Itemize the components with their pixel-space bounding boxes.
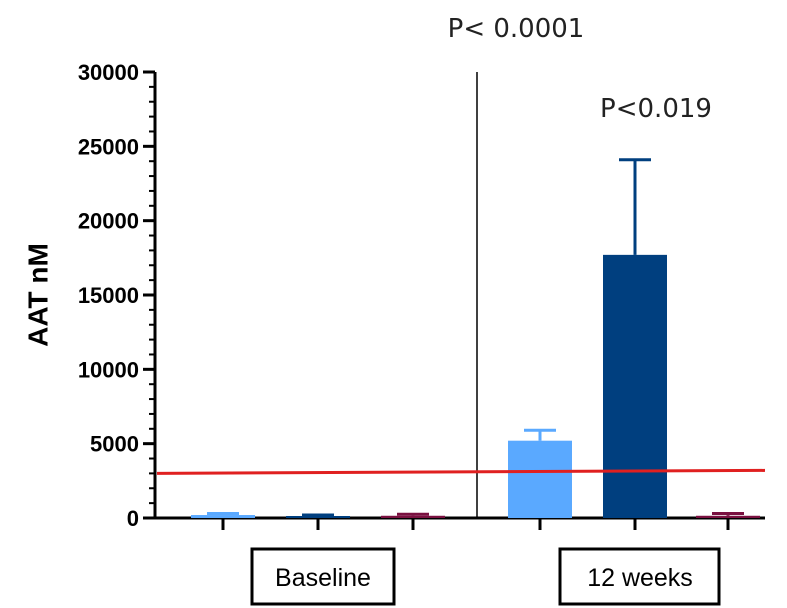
bar [508,440,572,518]
y-tick-label: 10000 [78,357,139,382]
reference-line [156,468,766,475]
p-value-annotation-overall: P< 0.0001 [448,14,585,44]
bar [603,254,667,519]
bar [696,515,760,518]
y-tick-label: 5000 [90,432,139,457]
category-box-12-weeks [558,547,721,606]
bar [286,516,350,518]
category-box-baseline [250,547,396,606]
y-axis-label: AAT nM [22,243,53,347]
category-label-baseline: Baseline [275,564,371,592]
axes-layer: 0 5000 10000 15000 20000 25000 30000 [78,60,765,531]
y-tick-label: 15000 [78,283,139,308]
y-tick-label: 20000 [78,209,139,234]
y-tick-label: 0 [127,506,139,531]
y-tick-label: 30000 [78,60,139,85]
y-tick-label: 25000 [78,134,139,159]
p-value-annotation-12-weeks: P<0.019 [600,94,712,124]
bars-layer [156,158,766,519]
bar [381,515,445,518]
bar [191,515,255,518]
category-label-12-weeks: 12 weeks [587,564,693,592]
annotation-layer: P< 0.0001 P<0.019 AAT nM Baseline 12 wee… [22,14,721,606]
